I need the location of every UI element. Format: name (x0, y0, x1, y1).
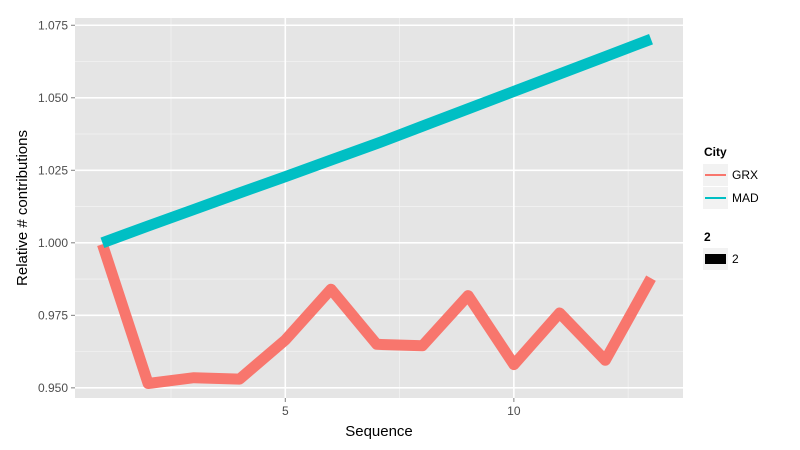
series-line-grx (97, 242, 656, 389)
legend-label-size: 2 (732, 252, 739, 266)
legend-key-size-swatch (705, 254, 726, 264)
major-gridlines (75, 18, 683, 398)
y-tick-label-5: 1.075 (38, 18, 68, 32)
y-tick-label-0: 0.950 (38, 381, 68, 395)
legend-label-mad: MAD (732, 191, 759, 205)
series-line-mad (100, 34, 653, 248)
x-axis-title: Sequence (345, 423, 413, 440)
y-tick-label-1: 0.975 (38, 308, 68, 322)
y-tick-label-4: 1.050 (38, 91, 68, 105)
x-tick-label-0: 5 (282, 404, 289, 418)
y-tick-label-2: 1.000 (38, 236, 68, 250)
y-tick-label-3: 1.025 (38, 163, 68, 177)
x-tick-label-1: 10 (507, 404, 521, 418)
legend-label-grx: GRX (732, 168, 758, 182)
legend: City GRX MAD 2 2 (703, 145, 759, 270)
y-axis-ticks: 0.950 0.975 1.000 1.025 1.050 1.075 (38, 18, 75, 395)
legend-color-title: City (704, 145, 727, 159)
series-lines (97, 34, 656, 389)
minor-gridlines (75, 18, 683, 398)
legend-size-title: 2 (704, 230, 711, 244)
x-axis-ticks: 5 10 (282, 398, 521, 418)
y-axis-title: Relative # contributions (14, 130, 31, 286)
